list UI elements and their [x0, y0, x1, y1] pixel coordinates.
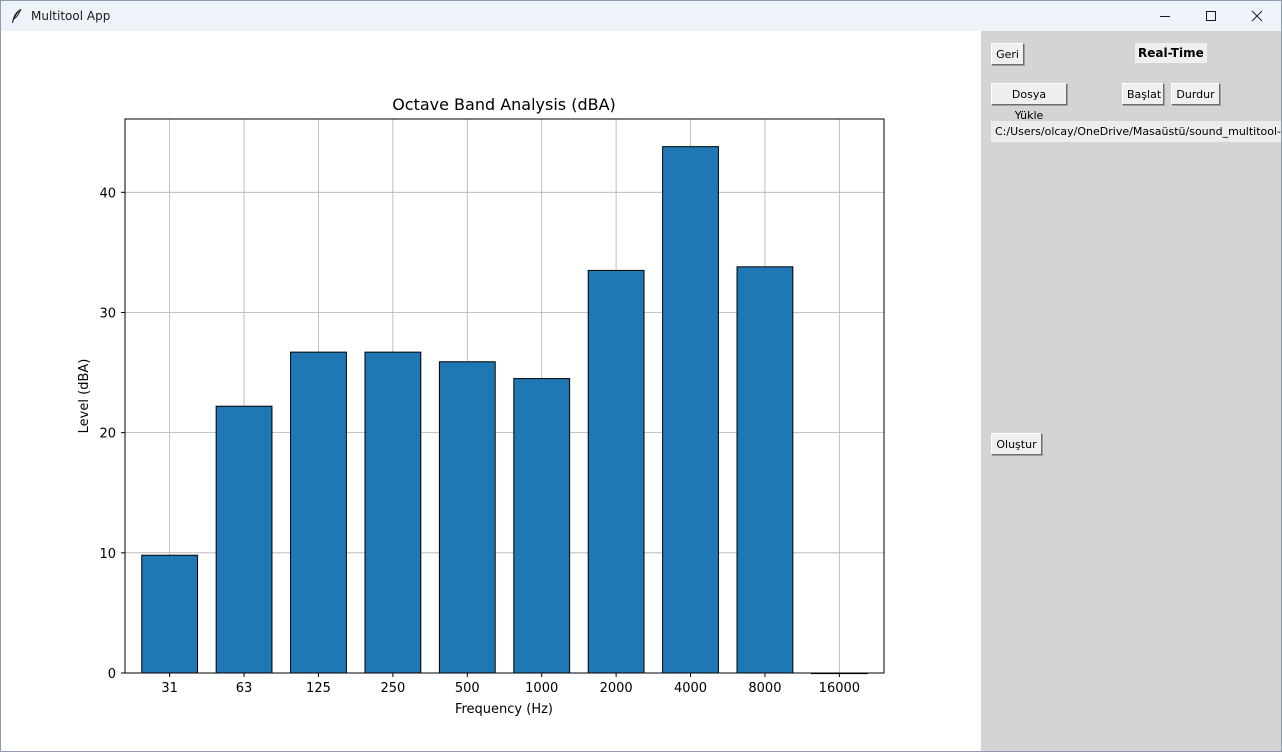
close-button[interactable]	[1234, 1, 1280, 31]
maximize-icon	[1206, 11, 1216, 21]
x-tick-label: 8000	[748, 681, 781, 696]
bar-4000	[662, 146, 719, 674]
mode-label: Real-Time	[1135, 43, 1207, 63]
x-tick-label: 1000	[525, 681, 558, 696]
close-icon	[1251, 10, 1263, 22]
minimize-button[interactable]	[1142, 1, 1188, 31]
control-panel: Geri Real-Time Dosya Yükle Başlat Durdur…	[981, 31, 1281, 751]
bar-8000	[736, 266, 794, 674]
maximize-button[interactable]	[1188, 1, 1234, 31]
x-tick-label: 4000	[674, 681, 707, 696]
window-title: Multitool App	[31, 9, 111, 23]
x-tick-label: 125	[306, 681, 331, 696]
bar-63	[215, 405, 273, 674]
y-tick-label: 40	[99, 186, 116, 201]
x-tick-label: 16000	[819, 681, 860, 696]
x-axis-label: Frequency (Hz)	[455, 702, 553, 717]
x-tick-label: 250	[380, 681, 405, 696]
x-tick-label: 500	[455, 681, 480, 696]
octave-band-chart: Octave Band Analysis (dBA) 31 63 125 250 500…	[77, 95, 885, 717]
bar-500	[438, 361, 496, 674]
bar-2000	[587, 269, 645, 674]
chart-title: Octave Band Analysis (dBA)	[392, 95, 616, 114]
stop-button[interactable]: Durdur	[1171, 83, 1220, 105]
x-tick-label: 63	[236, 681, 253, 696]
feather-icon	[12, 8, 22, 23]
file-path-label: C:/Users/olcay/OneDrive/Masaüstü/sound_m…	[991, 121, 1281, 142]
load-file-button[interactable]: Dosya Yükle	[991, 83, 1067, 122]
bar-31	[141, 554, 199, 674]
y-tick-label: 30	[99, 306, 116, 321]
title-bar[interactable]: Multitool App	[1, 1, 1281, 31]
create-button[interactable]: Oluştur	[991, 433, 1042, 455]
bar-125	[290, 351, 347, 674]
minimize-icon	[1160, 16, 1170, 17]
y-tick-label: 10	[99, 547, 116, 562]
axes-frame	[124, 118, 885, 674]
x-tick-label: 2000	[600, 681, 633, 696]
y-axis-label: Level (dBA)	[77, 359, 92, 434]
bar-1000	[513, 378, 571, 674]
y-tick-label: 0	[108, 667, 116, 682]
back-button[interactable]: Geri	[991, 43, 1024, 65]
start-button[interactable]: Başlat	[1122, 83, 1164, 105]
y-tick-label: 20	[99, 427, 116, 442]
x-tick-label: 31	[161, 681, 178, 696]
bar-250	[364, 351, 422, 674]
chart-canvas: Octave Band Analysis (dBA) 31 63 125 250 500…	[1, 31, 981, 751]
